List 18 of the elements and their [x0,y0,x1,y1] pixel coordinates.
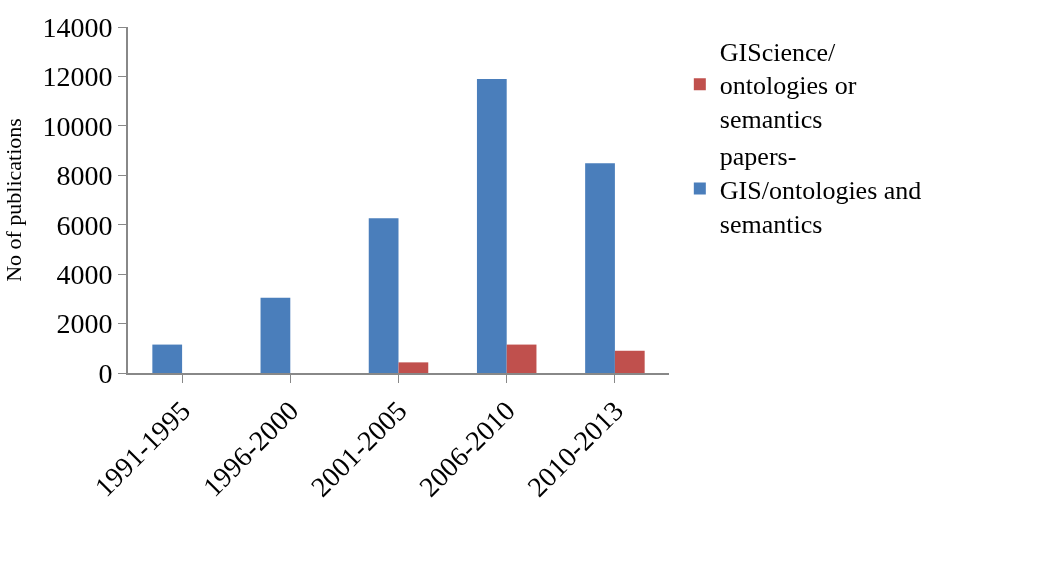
y-tick-label: 0 [98,357,113,389]
bar [260,297,291,373]
y-tick-label: 12000 [42,61,113,93]
y-axis-title: No of publications [0,118,26,282]
bar [614,350,645,373]
y-tick-label: 8000 [56,160,113,192]
bar [585,163,615,373]
y-tick-label: 4000 [56,258,113,290]
y-tick-label: 10000 [42,110,113,142]
bar [152,344,183,373]
y-tick-label: 2000 [56,308,113,340]
bar [506,344,537,373]
bar [398,362,429,373]
bar [368,218,399,373]
y-tick-label: 14000 [42,11,113,43]
legend-label: papers-GIS/ontologies and semantics [719,141,922,239]
bar [476,78,507,373]
y-tick-label: 6000 [56,209,113,241]
